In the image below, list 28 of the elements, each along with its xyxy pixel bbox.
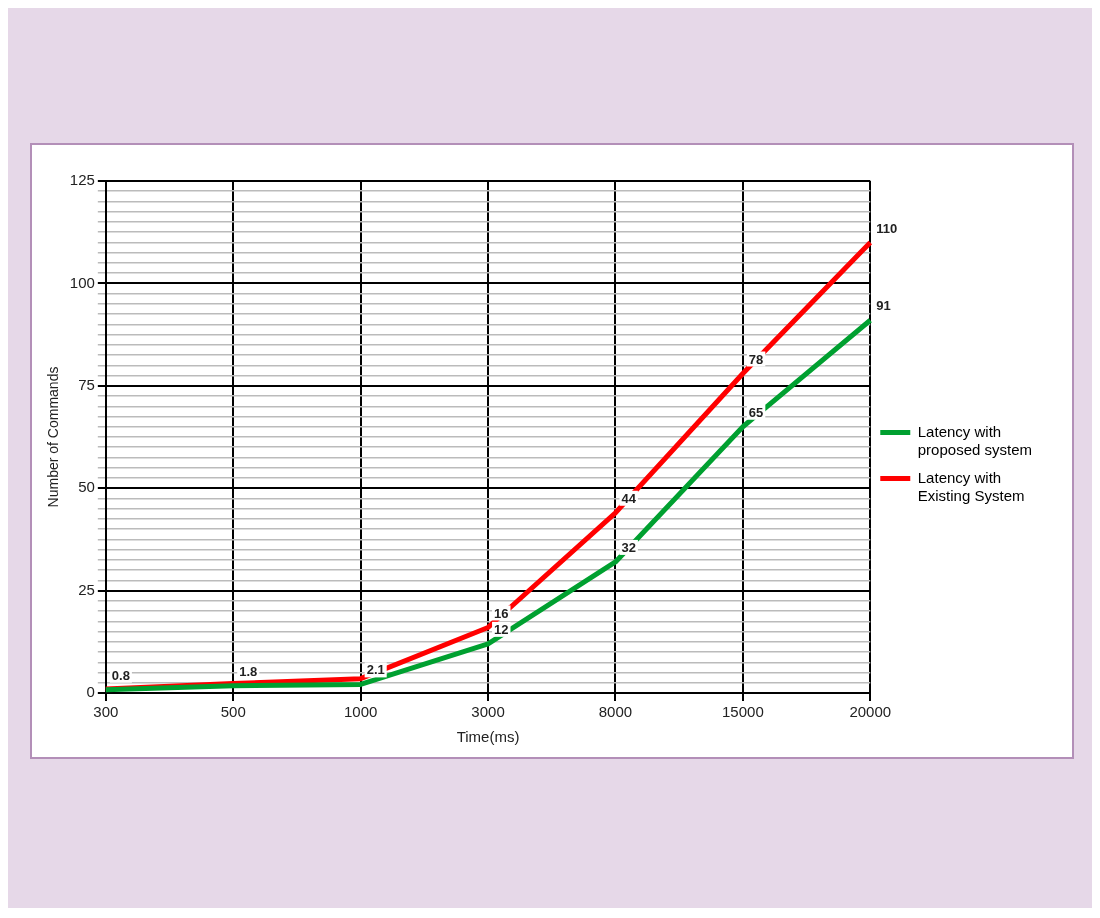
y-tick-label: 0 (86, 683, 95, 701)
x-tick-label: 3000 (471, 703, 505, 721)
data-label: 32 (621, 540, 636, 556)
legend-label: Latency with Existing System (917, 468, 1025, 504)
data-label: 16 (494, 605, 509, 621)
y-tick-label: 50 (78, 478, 95, 496)
y-tick-label: 25 (78, 580, 95, 598)
x-tick-label: 1000 (343, 703, 378, 721)
data-label: 1.8 (239, 663, 258, 679)
x-axis-title: Time(ms) (456, 728, 520, 746)
data-label: 2.1 (366, 662, 385, 678)
data-label: 44 (621, 490, 637, 506)
x-tick-label: 500 (220, 703, 246, 721)
data-label: 65 (748, 404, 764, 420)
data-label: 78 (748, 351, 764, 367)
y-tick-label: 125 (69, 171, 95, 189)
x-tick-label: 15000 (722, 703, 764, 721)
y-tick-label: 75 (78, 375, 95, 393)
y-tick-label: 100 (69, 273, 95, 291)
x-tick-label: 300 (93, 703, 119, 721)
x-tick-label: 20000 (849, 703, 892, 721)
legend-label: Latency with proposed system (917, 422, 1033, 458)
y-axis-title: Number of Commands (45, 366, 62, 508)
x-tick-label: 8000 (598, 703, 633, 721)
data-label: 110 (876, 220, 898, 236)
data-label: 91 (876, 298, 891, 314)
data-label: 0.8 (111, 667, 130, 683)
data-label: 12 (494, 621, 509, 637)
